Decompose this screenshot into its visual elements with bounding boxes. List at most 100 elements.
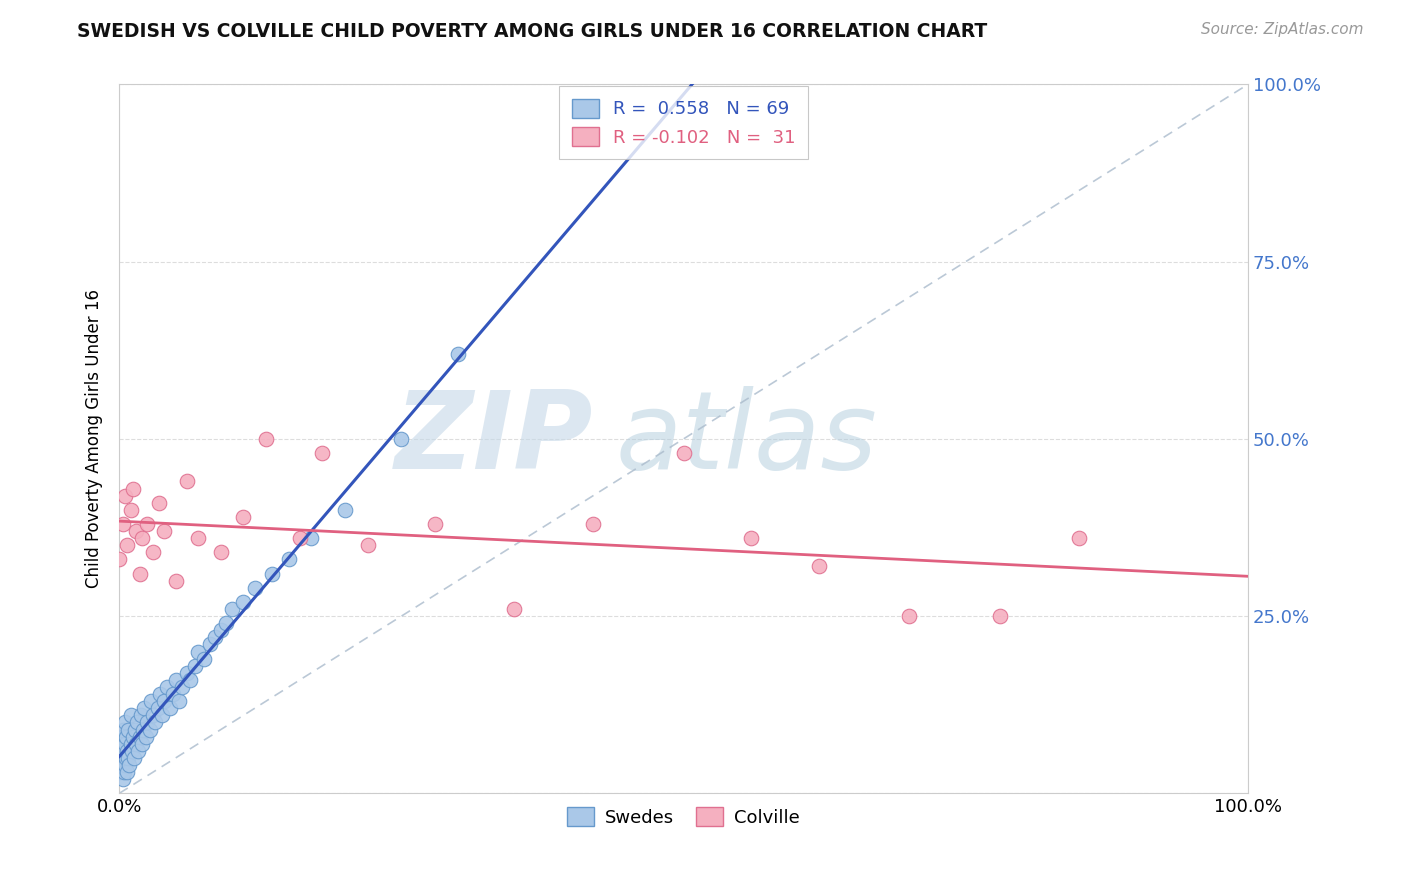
Point [165, 574, 187, 588]
Point [131, 737, 153, 751]
Point [148, 496, 170, 510]
Point [125, 524, 148, 538]
Point [117, 751, 139, 765]
Point [115, 538, 138, 552]
Point [124, 723, 146, 737]
Point [215, 616, 238, 631]
Point [153, 524, 176, 538]
Point [149, 687, 172, 701]
Point [136, 516, 159, 531]
Text: Source: ZipAtlas.com: Source: ZipAtlas.com [1201, 22, 1364, 37]
Point [740, 531, 762, 545]
Point [111, 751, 134, 765]
Point [117, 723, 139, 737]
Point [142, 708, 165, 723]
Point [111, 516, 134, 531]
Point [108, 751, 131, 765]
Point [121, 482, 143, 496]
Point [114, 758, 136, 772]
Point [176, 665, 198, 680]
Point [176, 475, 198, 489]
Point [153, 694, 176, 708]
Point [232, 595, 254, 609]
Point [110, 758, 132, 772]
Point [167, 694, 190, 708]
Point [129, 708, 152, 723]
Point [136, 715, 159, 730]
Point [209, 545, 232, 559]
Point [277, 552, 299, 566]
Point [425, 516, 447, 531]
Point [145, 715, 167, 730]
Point [260, 566, 283, 581]
Point [120, 737, 142, 751]
Point [127, 715, 149, 730]
Point [115, 730, 138, 744]
Point [243, 581, 266, 595]
Point [333, 503, 356, 517]
Point [127, 744, 149, 758]
Text: atlas: atlas [616, 386, 877, 491]
Point [110, 744, 132, 758]
Point [807, 559, 830, 574]
Point [115, 744, 138, 758]
Point [672, 446, 695, 460]
Point [209, 624, 232, 638]
Point [120, 708, 142, 723]
Point [139, 723, 162, 737]
Point [110, 765, 132, 780]
Point [162, 687, 184, 701]
Point [159, 701, 181, 715]
Point [128, 730, 150, 744]
Point [115, 765, 138, 780]
Point [115, 751, 138, 765]
Point [179, 673, 201, 687]
Point [112, 744, 135, 758]
Point [447, 347, 470, 361]
Point [114, 715, 136, 730]
Point [165, 673, 187, 687]
Point [142, 545, 165, 559]
Point [132, 723, 155, 737]
Point [111, 723, 134, 737]
Point [288, 531, 311, 545]
Point [112, 765, 135, 780]
Point [121, 744, 143, 758]
Point [582, 516, 605, 531]
Point [988, 609, 1011, 624]
Point [204, 631, 226, 645]
Point [156, 680, 179, 694]
Point [108, 552, 131, 566]
Point [299, 531, 322, 545]
Point [139, 694, 162, 708]
Point [311, 446, 333, 460]
Text: ZIP: ZIP [395, 386, 593, 491]
Point [110, 737, 132, 751]
Point [221, 602, 243, 616]
Point [150, 708, 173, 723]
Point [128, 566, 150, 581]
Point [131, 531, 153, 545]
Point [132, 701, 155, 715]
Point [187, 644, 209, 658]
Point [184, 658, 207, 673]
Point [254, 432, 277, 446]
Point [1067, 531, 1090, 545]
Point [125, 737, 148, 751]
Point [356, 538, 378, 552]
Point [114, 737, 136, 751]
Point [110, 730, 132, 744]
Point [122, 751, 145, 765]
Y-axis label: Child Poverty Among Girls Under 16: Child Poverty Among Girls Under 16 [86, 289, 103, 589]
Point [187, 531, 209, 545]
Point [121, 730, 143, 744]
Point [114, 489, 136, 503]
Point [118, 758, 141, 772]
Point [135, 730, 157, 744]
Point [172, 680, 194, 694]
Point [120, 503, 142, 517]
Point [193, 651, 215, 665]
Point [198, 638, 221, 652]
Point [898, 609, 921, 624]
Point [232, 509, 254, 524]
